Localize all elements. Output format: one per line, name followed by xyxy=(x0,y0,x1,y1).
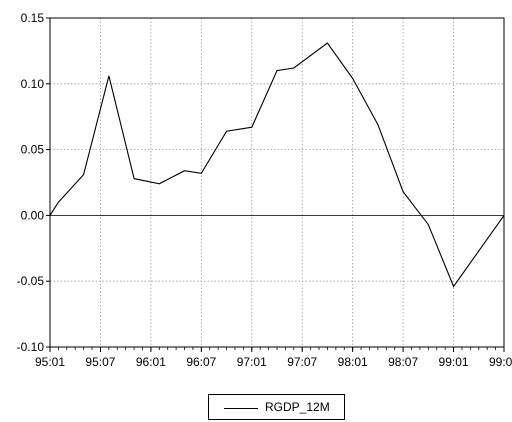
legend-line-swatch xyxy=(224,408,258,409)
legend-label: RGDP_12M xyxy=(265,400,330,414)
x-tick-label: 97:07 xyxy=(287,355,317,369)
y-tick-label: 0.05 xyxy=(21,143,45,157)
legend: RGDP_12M xyxy=(208,394,345,420)
x-tick-label: 96:01 xyxy=(136,355,166,369)
plot-frame xyxy=(49,17,505,348)
x-tick-label: 99:07 xyxy=(489,355,512,369)
x-tick-label: 95:07 xyxy=(85,355,115,369)
x-tick-label: 99:01 xyxy=(439,355,469,369)
x-tick-label: 98:07 xyxy=(388,355,418,369)
x-tick-label: 97:01 xyxy=(237,355,267,369)
series-line-rgdp-12m xyxy=(49,42,505,288)
x-tick-label: 96:07 xyxy=(186,355,216,369)
x-tick-label: 98:01 xyxy=(338,355,368,369)
y-tick-label: -0.10 xyxy=(17,340,45,354)
y-tick-label: 0.15 xyxy=(21,11,45,25)
y-tick-label: 0.10 xyxy=(21,77,45,91)
x-tick-label: 95:01 xyxy=(35,355,65,369)
y-tick-label: 0.00 xyxy=(21,208,45,222)
y-tick-label: -0.05 xyxy=(17,274,45,288)
